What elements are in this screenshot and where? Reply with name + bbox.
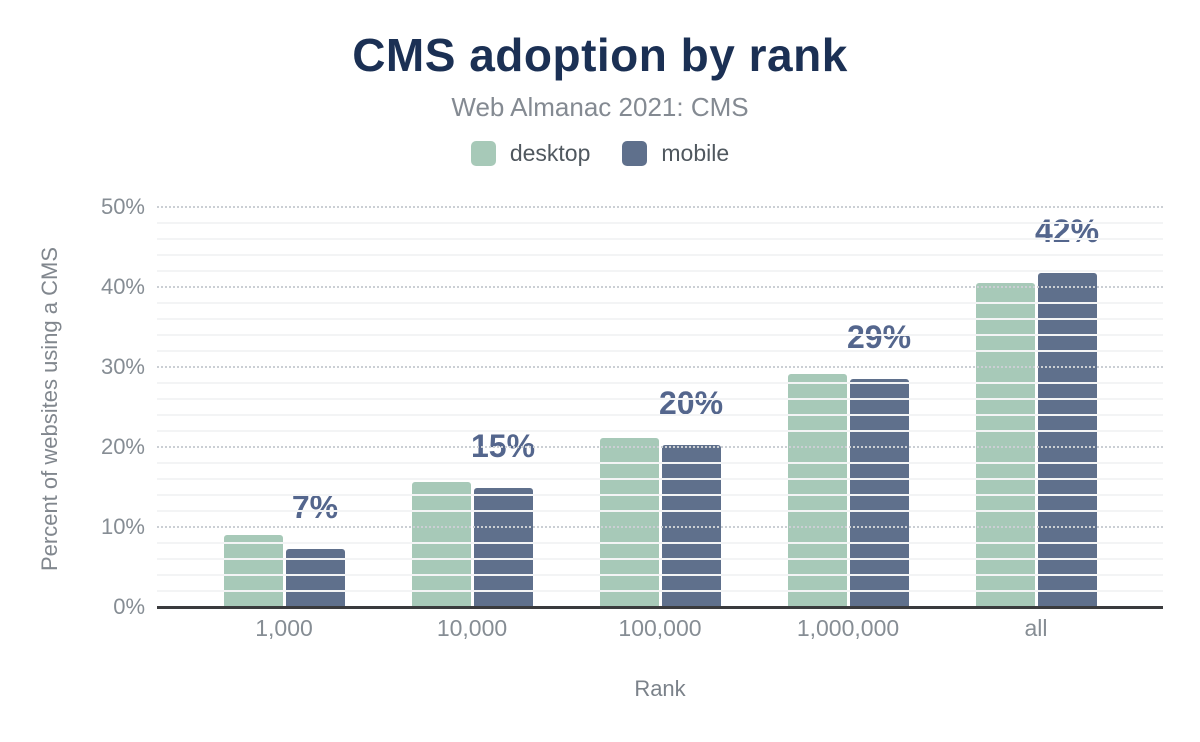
bar-group-all: 42% (942, 207, 1130, 607)
minor-gridline-2 (157, 590, 1163, 592)
legend-item-desktop[interactable]: desktop (470, 140, 591, 166)
minor-gridline-12 (157, 510, 1163, 512)
y-tick-label-30: 30% (100, 354, 145, 379)
major-gridline-30 (157, 366, 1163, 368)
y-tick-label-0: 0% (113, 594, 145, 619)
minor-gridline-32 (157, 350, 1163, 352)
desktop-legend-label: desktop (509, 140, 591, 166)
value-label-1000000: 29% (846, 319, 912, 355)
chart-title: CMS adoption by rank (352, 29, 848, 81)
bar-mobile-1000000[interactable]: 29% (847, 321, 911, 607)
bar-group-100000: 20% (566, 207, 754, 607)
bar-desktop-10000[interactable] (411, 482, 471, 607)
minor-gridline-18 (157, 462, 1163, 464)
desktop-legend-swatch (470, 141, 496, 166)
x-tick-label-1000000: 1,000,000 (796, 615, 900, 641)
minor-gridline-34 (157, 334, 1163, 336)
minor-gridline-16 (157, 478, 1163, 480)
minor-gridline-42 (157, 270, 1163, 272)
y-tick-label-10: 10% (100, 514, 145, 539)
y-tick-label-20: 20% (100, 434, 145, 459)
x-axis-title: Rank (634, 676, 686, 701)
minor-gridline-24 (157, 414, 1163, 416)
x-tick-label-all: all (1024, 615, 1048, 641)
bar-desktop-100000[interactable] (599, 438, 659, 607)
minor-gridline-36 (157, 318, 1163, 320)
x-axis-tick-labels: 1,000 10,000 100,000 1,000,000 all (157, 615, 1163, 641)
bar-group-10000: 15% (378, 207, 566, 607)
minor-gridline-44 (157, 254, 1163, 256)
value-label-100000: 20% (658, 384, 724, 421)
minor-gridline-6 (157, 558, 1163, 560)
bar-group-1000: 7% (190, 207, 378, 607)
x-tick-label-1000: 1,000 (255, 615, 313, 641)
y-tick-label-50: 50% (100, 194, 145, 219)
value-label-all: 42% (1034, 213, 1100, 250)
bar-desktop-all[interactable] (975, 283, 1035, 607)
x-axis-line (157, 606, 1163, 609)
chart-subtitle: Web Almanac 2021: CMS (451, 92, 749, 122)
plot-area: 7% 15% 20% 29% 42% (157, 206, 1163, 609)
bar-group-1000000: 29% (754, 207, 942, 607)
major-gridline-20 (157, 446, 1163, 448)
mobile-legend-swatch (622, 141, 648, 166)
bar-desktop-1000[interactable] (223, 535, 283, 607)
x-tick-label-100000: 100,000 (618, 615, 702, 641)
major-gridline-10 (157, 526, 1163, 528)
major-gridline-50 (157, 206, 1163, 208)
minor-gridline-46 (157, 238, 1163, 240)
mobile-legend-label: mobile (661, 140, 730, 166)
minor-gridline-28 (157, 382, 1163, 384)
major-gridline-40 (157, 286, 1163, 288)
minor-gridline-38 (157, 302, 1163, 304)
minor-gridline-48 (157, 222, 1163, 224)
legend: desktop mobile (0, 141, 1200, 166)
bar-mobile-all[interactable]: 42% (1035, 215, 1099, 607)
value-label-10000: 15% (470, 427, 536, 464)
value-label-1000: 7% (291, 489, 339, 526)
bars-container: 7% 15% 20% 29% 42% (157, 207, 1163, 607)
legend-item-mobile[interactable]: mobile (622, 141, 729, 166)
bar-mobile-100000[interactable]: 20% (659, 387, 723, 607)
minor-gridline-14 (157, 494, 1163, 496)
bar-desktop-1000000[interactable] (787, 374, 847, 607)
minor-gridline-26 (157, 398, 1163, 400)
y-axis-tick-labels: 0% 10% 20% 30% 40% 50% (0, 195, 145, 619)
minor-gridline-4 (157, 574, 1163, 576)
minor-gridline-8 (157, 542, 1163, 544)
bar-mobile-10000[interactable]: 15% (471, 430, 535, 607)
minor-gridline-22 (157, 430, 1163, 432)
x-tick-label-10000: 10,000 (436, 615, 508, 641)
y-tick-label-40: 40% (100, 274, 145, 299)
